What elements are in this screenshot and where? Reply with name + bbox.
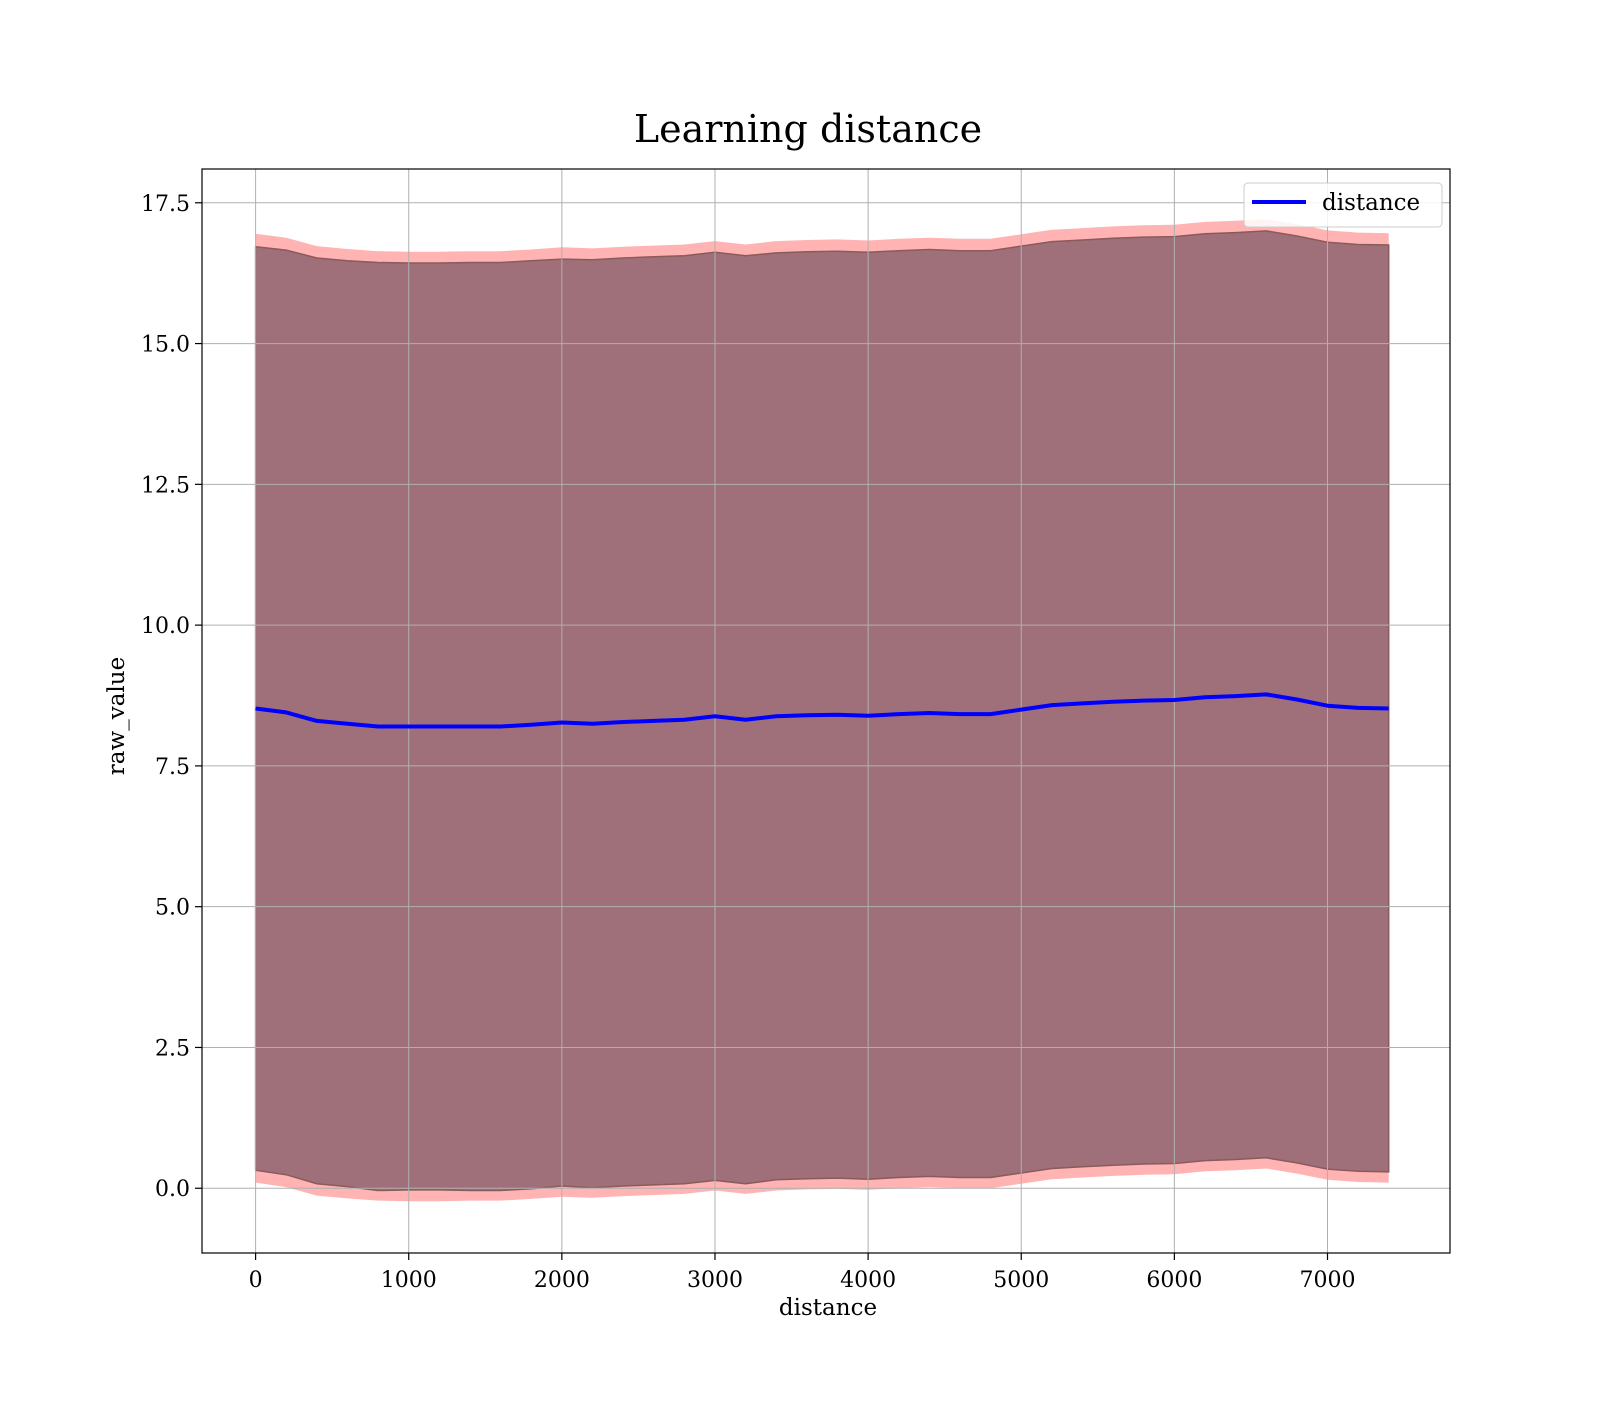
- x-axis-label: distance: [779, 1295, 877, 1321]
- x-tick-label: 7000: [1299, 1268, 1355, 1293]
- y-tick-label: 15.0: [141, 333, 190, 358]
- y-tick-label: 5.0: [155, 896, 190, 921]
- x-tick-label: 1000: [381, 1268, 437, 1293]
- x-tick-label: 6000: [1146, 1268, 1202, 1293]
- legend-label-distance: distance: [1322, 190, 1420, 216]
- y-axis-ticks: 0.0 2.5 5.0 7.5 10.0 12.5 15.0 17.5: [141, 192, 202, 1202]
- x-tick-label: 4000: [840, 1268, 896, 1293]
- x-axis-ticks: 0 1000 2000 3000 4000 5000 6000 7000: [249, 1253, 1355, 1293]
- y-tick-label: 12.5: [141, 473, 190, 498]
- legend-box: [1243, 182, 1443, 228]
- y-tick-label: 2.5: [155, 1036, 190, 1061]
- x-tick-label: 2000: [534, 1268, 590, 1293]
- series-lines: [255, 692, 1389, 729]
- x-tick-label: 5000: [993, 1268, 1049, 1293]
- y-tick-label: 10.0: [141, 614, 190, 639]
- x-tick-label: 0: [249, 1268, 263, 1293]
- inner-band: [254, 230, 1390, 1192]
- confidence-bands: [254, 219, 1390, 1202]
- series-line-distance: [255, 692, 1389, 729]
- legend: distance: [1243, 182, 1443, 228]
- y-tick-label: 0.0: [155, 1177, 190, 1202]
- x-tick-label: 3000: [687, 1268, 743, 1293]
- y-axis-label: raw_value: [104, 657, 130, 775]
- plot-frame: [201, 168, 1451, 1254]
- y-tick-label: 17.5: [141, 192, 190, 217]
- grid: [202, 169, 1450, 1253]
- chart-title: Learning distance: [634, 107, 982, 151]
- y-tick-label: 7.5: [155, 755, 190, 780]
